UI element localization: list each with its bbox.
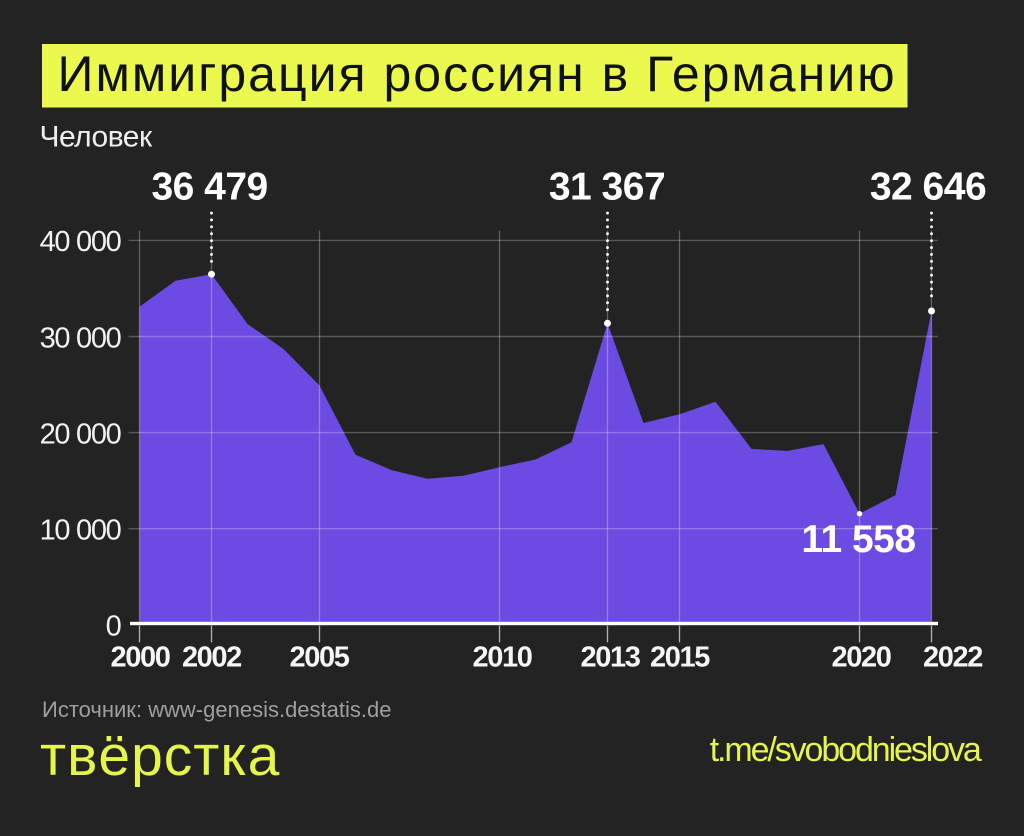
svg-text:2022: 2022 [923, 642, 982, 674]
svg-text:2020: 2020 [832, 642, 891, 674]
svg-text:2013: 2013 [581, 642, 641, 674]
svg-text:20 000: 20 000 [40, 418, 121, 450]
svg-text:30 000: 30 000 [40, 322, 121, 354]
svg-text:32 646: 32 646 [870, 166, 986, 209]
svg-text:Источник: www-genesis.destatis: Источник: www-genesis.destatis.de [42, 697, 391, 722]
svg-text:2005: 2005 [290, 642, 350, 674]
svg-text:2000: 2000 [111, 642, 170, 674]
svg-text:40 000: 40 000 [40, 226, 121, 258]
svg-text:11 558: 11 558 [801, 518, 915, 561]
svg-text:твёрстка: твёрстка [40, 724, 280, 788]
svg-text:Иммиграция россиян в Германию: Иммиграция россиян в Германию [58, 46, 897, 102]
svg-text:0: 0 [106, 611, 121, 643]
svg-text:2010: 2010 [473, 642, 532, 674]
svg-text:Человек: Человек [40, 121, 153, 154]
svg-text:2015: 2015 [650, 642, 710, 674]
svg-text:10 000: 10 000 [40, 515, 121, 547]
svg-text:31 367: 31 367 [549, 166, 665, 209]
svg-text:2002: 2002 [182, 642, 241, 674]
svg-text:36 479: 36 479 [151, 166, 267, 209]
svg-text:t.me/svobodnieslova: t.me/svobodnieslova [710, 731, 982, 769]
